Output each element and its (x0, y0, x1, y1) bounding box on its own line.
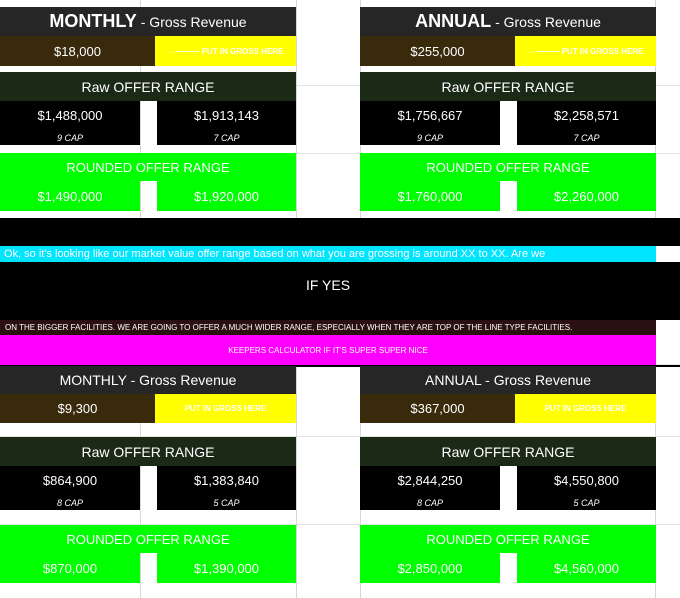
monthly-label: MONTHLY (49, 11, 137, 31)
dark-band (0, 218, 680, 246)
rounded-offer-range-header: ROUNDED OFFER RANGE (0, 153, 296, 181)
monthly-gross-input[interactable]: $9,300 (0, 394, 155, 423)
raw-offer-range-header: Raw OFFER RANGE (360, 72, 656, 101)
annual-header: ANNUAL - Gross Revenue (360, 7, 656, 36)
put-in-gross-hint: PUT IN GROSS HERE (155, 394, 296, 423)
annual-gross-input[interactable]: $255,000 (360, 36, 515, 66)
keepers-calculator-label: KEEPERS CALCULATOR IF IT'S SUPER SUPER N… (0, 335, 656, 365)
annual-gross-input[interactable]: $367,000 (360, 394, 515, 423)
annual-cap-low: 9 CAP (360, 130, 500, 145)
annual-rounded-high: $2,260,000 (517, 181, 656, 211)
put-in-gross-hint: ←——— PUT IN GROSS HERE (515, 36, 656, 66)
annual-cap-low: 8 CAP (360, 495, 500, 510)
if-yes-label: IF YES (305, 277, 351, 293)
annual-raw-high: $2,258,571 (517, 101, 656, 130)
raw-offer-range-header: Raw OFFER RANGE (360, 437, 656, 466)
monthly-rounded-high: $1,390,000 (157, 553, 296, 583)
monthly-cap-low: 8 CAP (0, 495, 140, 510)
annual-raw-low: $1,756,667 (360, 101, 500, 130)
annual-rounded-low: $2,850,000 (360, 553, 500, 583)
monthly-raw-high: $1,913,143 (157, 101, 296, 130)
monthly-header: MONTHLY - Gross Revenue (0, 366, 296, 394)
black-strip (0, 365, 680, 367)
annual-raw-low: $2,844,250 (360, 466, 500, 495)
monthly-raw-low: $864,900 (0, 466, 140, 495)
monthly-rounded-high: $1,920,000 (157, 181, 296, 211)
monthly-rounded-low: $1,490,000 (0, 181, 140, 211)
rounded-offer-range-header: ROUNDED OFFER RANGE (0, 525, 296, 553)
monthly-rounded-low: $870,000 (0, 553, 140, 583)
annual-cap-high: 7 CAP (517, 130, 656, 145)
monthly-cap-high: 7 CAP (157, 130, 296, 145)
annual-rounded-high: $4,560,000 (517, 553, 656, 583)
gross-revenue-label: - Gross Revenue (140, 13, 247, 30)
bigger-facilities-note: ON THE BIGGER FACILITIES. WE ARE GOING T… (0, 320, 656, 335)
if-yes-band (0, 262, 680, 320)
monthly-gross-input[interactable]: $18,000 (0, 36, 155, 66)
annual-cap-high: 5 CAP (517, 495, 656, 510)
rounded-offer-range-header: ROUNDED OFFER RANGE (360, 525, 656, 553)
monthly-cap-high: 5 CAP (157, 495, 296, 510)
raw-offer-range-header: Raw OFFER RANGE (0, 437, 296, 466)
put-in-gross-hint: ←——— PUT IN GROSS HERE (155, 36, 296, 66)
annual-label: ANNUAL (415, 11, 492, 31)
rounded-offer-range-header: ROUNDED OFFER RANGE (360, 153, 656, 181)
annual-header: ANNUAL - Gross Revenue (360, 366, 656, 394)
monthly-cap-low: 9 CAP (0, 130, 140, 145)
annual-raw-high: $4,550,800 (517, 466, 656, 495)
put-in-gross-hint: PUT IN GROSS HERE (515, 394, 656, 423)
monthly-raw-high: $1,383,840 (157, 466, 296, 495)
script-line: Ok, so it's looking like our market valu… (0, 246, 656, 262)
raw-offer-range-header: Raw OFFER RANGE (0, 72, 296, 101)
monthly-header: MONTHLY - Gross Revenue (0, 7, 296, 36)
gross-revenue-label: - Gross Revenue (495, 13, 601, 30)
monthly-raw-low: $1,488,000 (0, 101, 140, 130)
annual-rounded-low: $1,760,000 (360, 181, 500, 211)
